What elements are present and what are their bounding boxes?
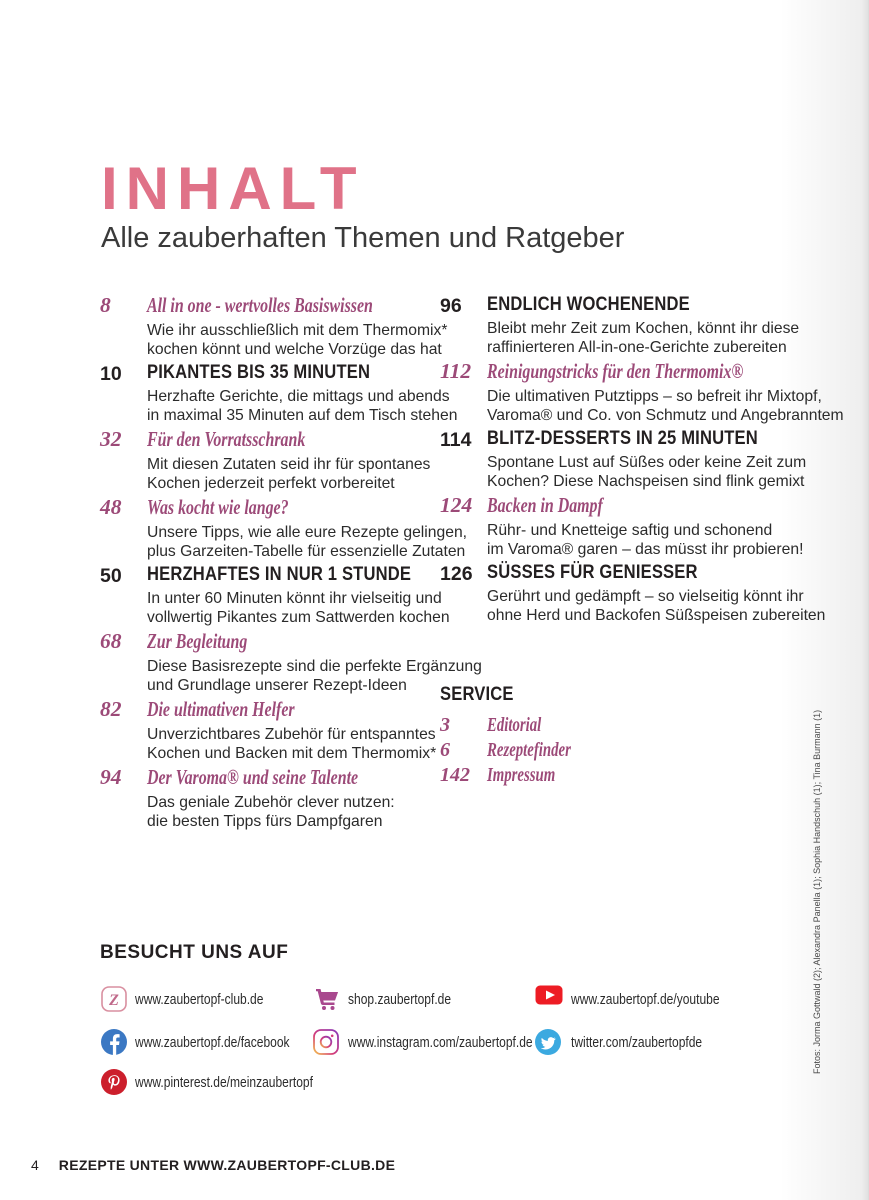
svg-text:Z: Z <box>108 992 119 1009</box>
